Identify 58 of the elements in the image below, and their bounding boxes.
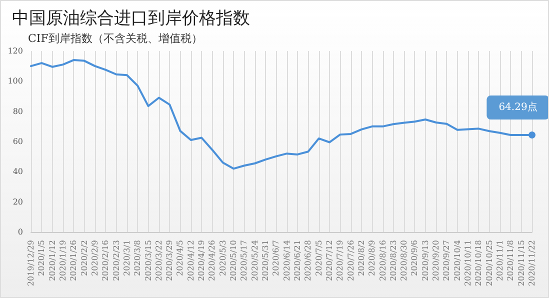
x-tick-label: 2020/6/14: [282, 240, 292, 282]
x-tick-label: 2020/8/2: [356, 240, 366, 276]
x-tick-label: 2020/2/2: [80, 240, 89, 276]
x-tick-label: 2020/4/26: [208, 240, 217, 282]
x-tick-label: 2020/1/5: [37, 240, 46, 276]
x-tick-label: 2020/5/31: [261, 240, 270, 282]
x-tick-label: 2020/9/6: [410, 240, 420, 276]
data-label: 64.29点: [498, 101, 538, 114]
x-tick-label: 2020/6/7: [272, 240, 281, 276]
x-tick-label: 2020/3/15: [144, 240, 153, 282]
x-tick-label: 2020/7/5: [314, 240, 324, 276]
y-tick-label: 40: [12, 167, 23, 176]
x-tick-label: 2020/9/13: [420, 240, 430, 282]
y-tick-label: 0: [18, 228, 23, 236]
x-tick-label: 2020/2/16: [101, 240, 110, 282]
x-tick-label: 2020/6/28: [304, 240, 313, 282]
y-tick-label: 60: [12, 137, 23, 146]
x-tick-label: 2020/4/19: [197, 240, 206, 282]
x-tick-label: 2020/5/10: [229, 240, 238, 282]
x-tick-label: 2020/11/8: [506, 240, 516, 282]
x-tick-label: 2020/8/16: [378, 240, 388, 282]
x-tick-label: 2020/1/26: [69, 240, 78, 282]
x-tick-label: 2020/1/19: [58, 240, 68, 282]
x-tick-label: 2020/10/11: [464, 240, 473, 286]
y-tick-label: 80: [12, 106, 23, 116]
x-tick-label: 2020/3/22: [154, 240, 164, 282]
x-tick-label: 2020/2/9: [90, 240, 100, 276]
chart-title: 中国原油综合进口到岸价格指数: [12, 8, 250, 28]
x-tick-label: 2020/7/26: [346, 240, 356, 282]
x-tick-label: 2020/4/5: [176, 240, 185, 276]
x-tick-label: 2020/11/15: [516, 240, 526, 286]
x-tick-label: 2020/9/27: [442, 240, 452, 282]
x-tick-label: 2020/5/3: [218, 240, 228, 276]
x-tick-label: 2020/3/29: [165, 240, 174, 282]
x-tick-label: 2020/10/25: [484, 240, 494, 286]
x-tick-label: 2020/7/19: [336, 240, 345, 282]
x-tick-label: 2020/11/1: [496, 240, 505, 282]
x-tick-label: 2020/8/30: [400, 240, 409, 282]
x-tick-label: 2020/3/1: [122, 240, 132, 276]
x-tick-label: 2020/1/12: [48, 240, 57, 282]
x-tick-label: 2020/10/18: [474, 240, 484, 286]
y-tick-label: 100: [8, 76, 23, 86]
chart-subtitle: CIF到岸指数（不含关税、增值税）: [28, 32, 202, 45]
y-tick-label: 120: [8, 46, 23, 56]
x-tick-label: 2020/5/24: [250, 240, 260, 282]
x-tick-label: 2020/7/12: [324, 240, 334, 282]
x-tick-label: 2020/10/4: [452, 240, 462, 282]
x-tick-label: 2020/8/9: [368, 240, 377, 276]
x-tick-label: 2020/5/17: [240, 240, 249, 282]
x-tick-label: 2020/6/21: [292, 240, 302, 282]
x-tick-label: 2020/3/8: [133, 240, 142, 276]
x-tick-label: 2020/8/23: [388, 240, 398, 282]
x-tick-label: 2020/2/23: [112, 240, 121, 282]
y-tick-label: 20: [12, 197, 23, 206]
x-tick-label: 2020/4/12: [186, 240, 196, 282]
x-tick-label: 2019/12/29: [26, 240, 36, 286]
x-tick-label: 2020/11/22: [528, 240, 536, 286]
x-tick-label: 2020/9/20: [432, 240, 441, 282]
